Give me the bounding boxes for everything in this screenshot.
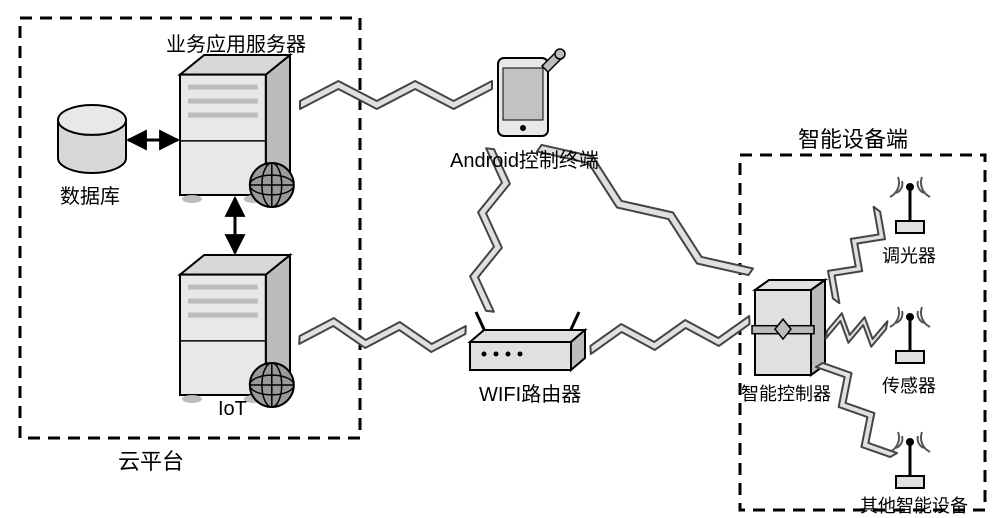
label-android: Android控制终端 [450, 144, 599, 173]
label-dimmer: 调光器 [882, 242, 936, 268]
label-other: 其他智能设备 [860, 492, 968, 518]
label-database: 数据库 [60, 180, 120, 209]
label-controller: 智能控制器 [741, 380, 831, 406]
label-app-server: 业务应用服务器 [166, 28, 306, 57]
diagram-canvas [0, 0, 1000, 516]
label-sensor: 传感器 [882, 372, 936, 398]
label-iot: IoT [218, 398, 247, 421]
label-wifi: WIFI路由器 [479, 378, 581, 407]
label-cloud: 云平台 [118, 444, 184, 476]
label-smart-side: 智能设备端 [798, 122, 908, 154]
